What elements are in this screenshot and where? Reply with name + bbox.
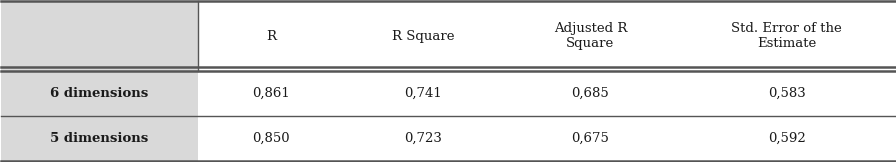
Bar xyxy=(502,1,678,71)
Bar xyxy=(345,1,502,71)
Bar xyxy=(345,71,502,116)
Text: Adjusted R
Square: Adjusted R Square xyxy=(554,22,627,50)
Bar xyxy=(198,1,345,71)
Bar xyxy=(678,71,894,116)
Bar xyxy=(2,1,198,71)
Bar xyxy=(502,71,678,116)
Bar xyxy=(678,116,894,161)
Text: 5 dimensions: 5 dimensions xyxy=(50,132,149,145)
Bar xyxy=(345,116,502,161)
Text: 0,583: 0,583 xyxy=(768,87,806,100)
Text: 0,850: 0,850 xyxy=(253,132,290,145)
Text: 6 dimensions: 6 dimensions xyxy=(50,87,149,100)
Text: Std. Error of the
Estimate: Std. Error of the Estimate xyxy=(731,22,842,50)
Text: R: R xyxy=(266,30,276,43)
Text: 0,741: 0,741 xyxy=(405,87,443,100)
Text: 0,675: 0,675 xyxy=(572,132,609,145)
Text: 0,723: 0,723 xyxy=(404,132,443,145)
Text: 0,861: 0,861 xyxy=(253,87,290,100)
Text: 0,685: 0,685 xyxy=(572,87,609,100)
Bar xyxy=(2,116,198,161)
Text: 0,592: 0,592 xyxy=(768,132,806,145)
Bar xyxy=(2,71,198,116)
Bar xyxy=(198,116,345,161)
Bar xyxy=(678,1,894,71)
Text: R Square: R Square xyxy=(392,30,454,43)
Bar xyxy=(198,71,345,116)
Bar xyxy=(502,116,678,161)
